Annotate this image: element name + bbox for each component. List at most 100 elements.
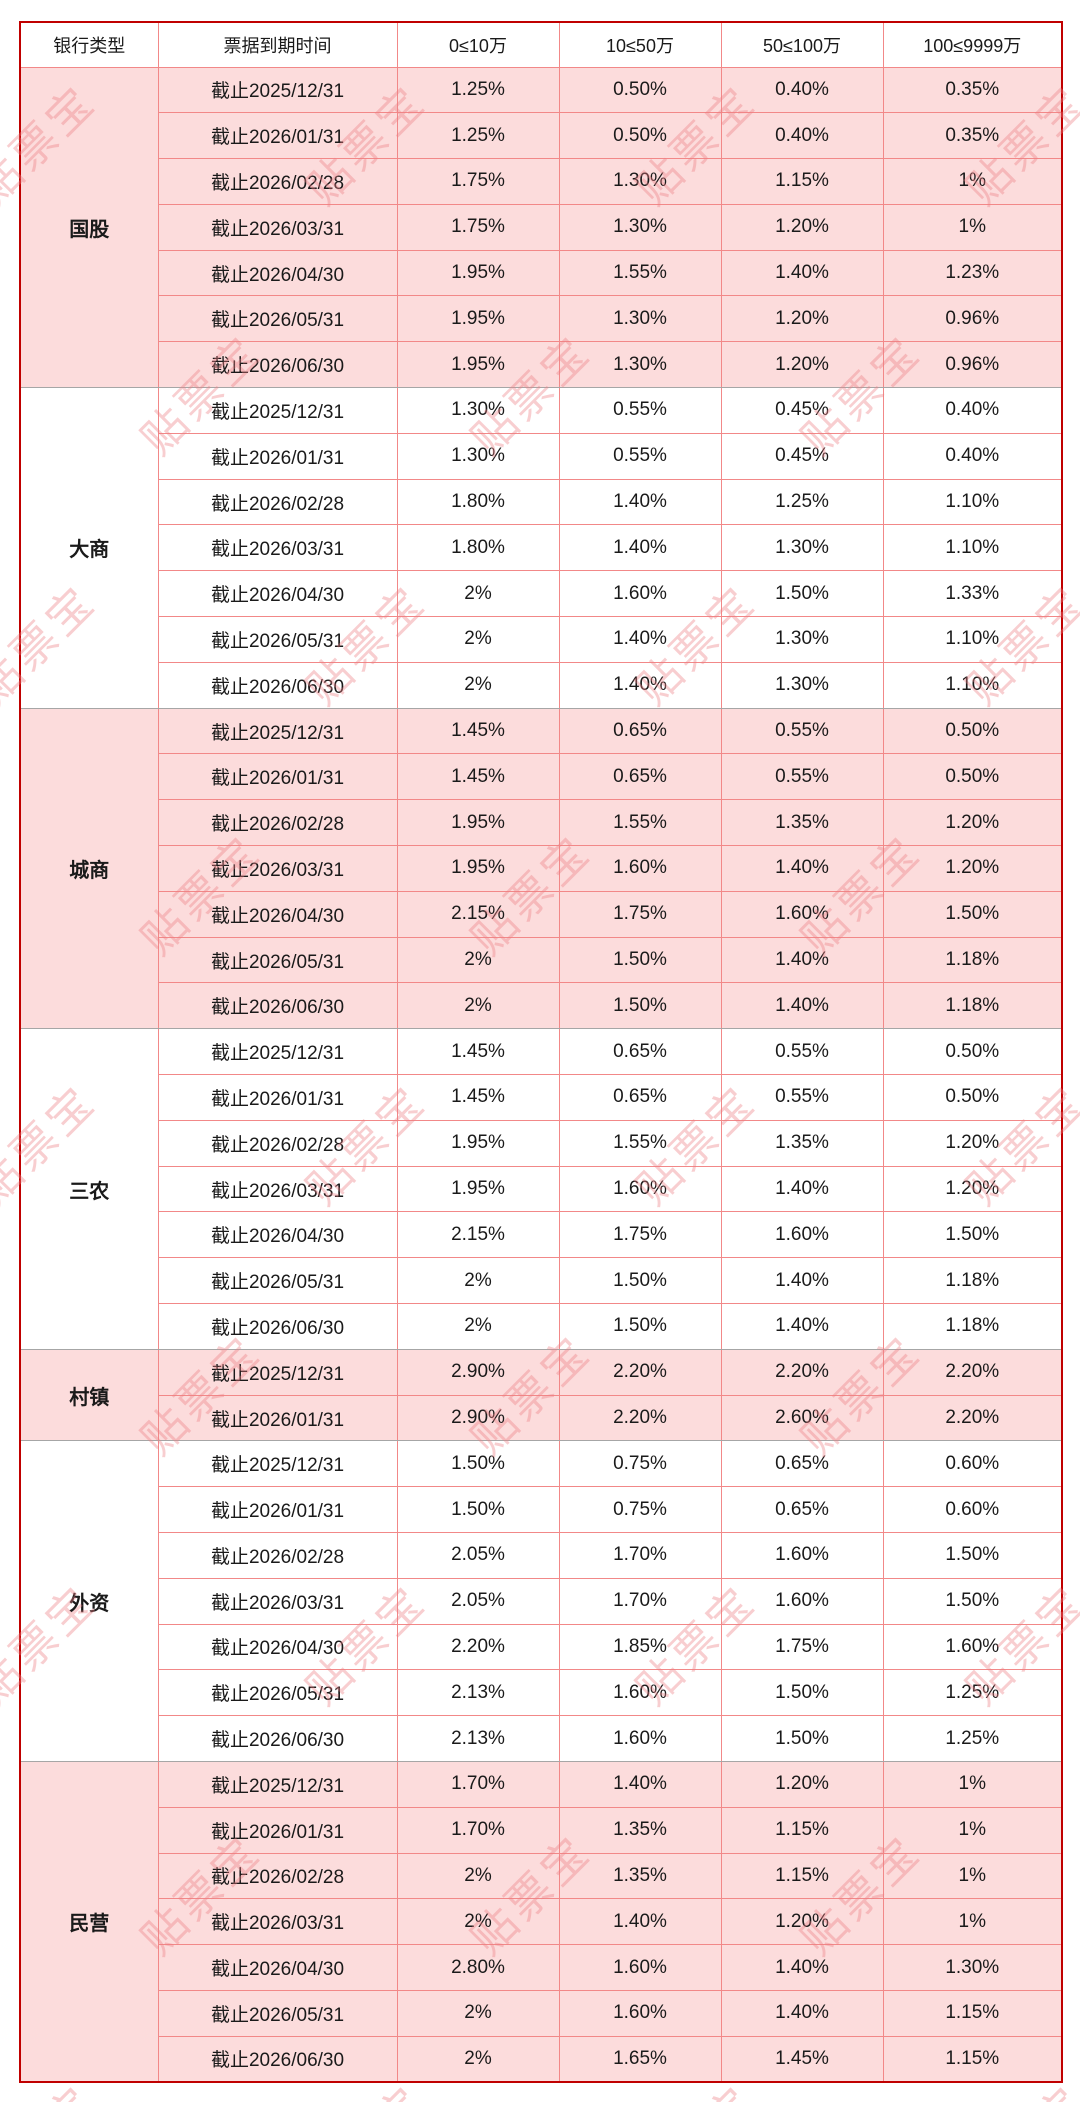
maturity-date-cell: 截止2026/04/30 — [157, 1623, 398, 1671]
rate-cell: 1.70% — [396, 1806, 560, 1854]
table-row: 截止2026/01/31 1.45% 0.65% 0.55% 0.50% — [20, 753, 1063, 801]
rate-cell: 1.40% — [558, 524, 722, 572]
rate-cell: 1.10% — [882, 616, 1063, 663]
rate-cell: 0.50% — [558, 66, 722, 114]
rate-cell: 1.25% — [882, 1669, 1063, 1717]
rate-cell: 2% — [396, 1303, 560, 1350]
rate-cell: 0.40% — [882, 387, 1063, 434]
rate-cell: 0.55% — [558, 432, 722, 480]
rate-cell: 1.40% — [720, 845, 884, 892]
rate-cell: 1.40% — [720, 936, 884, 984]
rate-cell: 2% — [396, 936, 560, 984]
rate-cell: 1.10% — [882, 661, 1063, 709]
rate-cell: 2.20% — [720, 1348, 884, 1396]
table-row: 截止2026/06/30 2% 1.50% 1.40% 1.18% — [20, 1303, 1063, 1350]
rate-cell: 1.30% — [558, 341, 722, 389]
table-row: 截止2026/03/31 1.80% 1.40% 1.30% 1.10% — [20, 524, 1063, 572]
rate-cell: 1.50% — [720, 570, 884, 618]
table-row: 截止2026/06/30 1.95% 1.30% 1.20% 0.96% — [20, 341, 1063, 389]
rate-cell: 1.45% — [396, 753, 560, 801]
table-row: 截止2026/01/31 1.30% 0.55% 0.45% 0.40% — [20, 432, 1063, 480]
rate-cell: 1.25% — [396, 66, 560, 114]
maturity-date-cell: 截止2026/01/31 — [157, 1074, 398, 1121]
rate-cell: 2.20% — [558, 1394, 722, 1442]
table-row: 截止2026/05/31 2.13% 1.60% 1.50% 1.25% — [20, 1669, 1063, 1717]
rate-cell: 0.45% — [720, 432, 884, 480]
rate-cell: 1.20% — [720, 295, 884, 343]
rate-cell: 1.25% — [396, 112, 560, 160]
maturity-date-cell: 截止2026/03/31 — [157, 1898, 398, 1946]
rate-cell: 2.60% — [720, 1394, 884, 1442]
rate-cell: 1.95% — [396, 341, 560, 389]
table-row: 截止2026/03/31 1.95% 1.60% 1.40% 1.20% — [20, 845, 1063, 892]
rate-cell: 1.15% — [720, 1852, 884, 1900]
rate-cell: 1.60% — [558, 1669, 722, 1717]
rate-cell: 1.15% — [882, 2035, 1063, 2083]
maturity-date-cell: 截止2026/03/31 — [157, 1577, 398, 1625]
table-row: 截止2026/06/30 2% 1.65% 1.45% 1.15% — [20, 2035, 1063, 2083]
table-row: 截止2026/04/30 2.15% 1.75% 1.60% 1.50% — [20, 890, 1063, 938]
rate-cell: 1.25% — [720, 478, 884, 526]
table-row: 截止2026/06/30 2% 1.50% 1.40% 1.18% — [20, 982, 1063, 1030]
maturity-date-cell: 截止2026/02/28 — [157, 478, 398, 526]
rate-cell: 1.15% — [720, 1806, 884, 1854]
rate-cell: 1.40% — [558, 661, 722, 709]
rate-cell: 1.30% — [720, 616, 884, 663]
table-row: 截止2026/04/30 1.95% 1.55% 1.40% 1.23% — [20, 249, 1063, 297]
table-row: 截止2026/01/31 1.45% 0.65% 0.55% 0.50% — [20, 1074, 1063, 1121]
rate-cell: 1.75% — [396, 203, 560, 251]
table-row: 截止2026/04/30 2.20% 1.85% 1.75% 1.60% — [20, 1623, 1063, 1671]
maturity-date-cell: 截止2025/12/31 — [157, 707, 398, 755]
rate-cell: 0.60% — [882, 1486, 1063, 1533]
rate-cell: 1.20% — [882, 845, 1063, 892]
rate-cell: 1.35% — [558, 1806, 722, 1854]
rate-cell: 1.30% — [720, 661, 884, 709]
rate-cell: 1.40% — [558, 1760, 722, 1808]
table-row: 截止2026/03/31 2% 1.40% 1.20% 1% — [20, 1898, 1063, 1946]
rate-cell: 1.95% — [396, 1119, 560, 1167]
rate-cell: 1.75% — [558, 1211, 722, 1259]
maturity-date-cell: 截止2026/03/31 — [157, 524, 398, 572]
maturity-date-cell: 截止2026/01/31 — [157, 432, 398, 480]
rate-cell: 1.40% — [720, 1989, 884, 2037]
table-row: 城商 截止2025/12/31 1.45% 0.65% 0.55% 0.50% — [19, 707, 1063, 1030]
rate-cell: 1.30% — [882, 1944, 1063, 1991]
maturity-date-cell: 截止2026/03/31 — [157, 1165, 398, 1213]
rate-cell: 1.50% — [882, 1577, 1063, 1625]
rate-cell: 1.50% — [882, 1532, 1063, 1579]
rate-cell: 2.13% — [396, 1669, 560, 1717]
rate-cell: 1.45% — [396, 707, 560, 755]
rate-cell: 1.60% — [720, 1211, 884, 1259]
rate-cell: 1.20% — [882, 1165, 1063, 1213]
rate-cell: 0.50% — [882, 1028, 1063, 1076]
rate-cell: 1.40% — [558, 478, 722, 526]
maturity-date-cell: 截止2026/06/30 — [157, 982, 398, 1030]
maturity-date-cell: 截止2026/06/30 — [157, 1303, 398, 1350]
rate-cell: 1.40% — [720, 1165, 884, 1213]
rate-cell: 0.65% — [720, 1486, 884, 1533]
rate-cell: 2.20% — [396, 1623, 560, 1671]
rate-cell: 1.33% — [882, 570, 1063, 618]
rate-cell: 2% — [396, 661, 560, 709]
maturity-date-cell: 截止2026/04/30 — [157, 1211, 398, 1259]
bank-type-cell: 民营 — [19, 1760, 159, 2083]
rate-cell: 1.30% — [720, 524, 884, 572]
table-row: 截止2026/02/28 1.95% 1.55% 1.35% 1.20% — [20, 1119, 1063, 1167]
rate-cell: 1.18% — [882, 982, 1063, 1030]
rate-cell: 0.65% — [558, 707, 722, 755]
rate-cell: 1.20% — [720, 1760, 884, 1808]
rate-cell: 1.25% — [882, 1715, 1063, 1762]
rate-cell: 0.55% — [720, 753, 884, 801]
rate-cell: 1.15% — [720, 158, 884, 205]
maturity-date-cell: 截止2025/12/31 — [157, 1348, 398, 1396]
rate-cell: 1.40% — [720, 1257, 884, 1305]
table-row: 截止2026/01/31 1.70% 1.35% 1.15% 1% — [20, 1806, 1063, 1854]
table-row: 截止2026/02/28 1.75% 1.30% 1.15% 1% — [20, 158, 1063, 205]
rate-cell: 1.20% — [720, 1898, 884, 1946]
rate-cell: 1.95% — [396, 1165, 560, 1213]
table-row: 截止2026/02/28 2% 1.35% 1.15% 1% — [20, 1852, 1063, 1900]
maturity-date-cell: 截止2026/05/31 — [157, 936, 398, 984]
table-header: 银行类型 票据到期时间 0≤10万 10≤50万 50≤100万 100≤9999万 — [19, 21, 1063, 68]
rate-cell: 1.75% — [558, 890, 722, 938]
maturity-date-cell: 截止2026/02/28 — [157, 1852, 398, 1900]
